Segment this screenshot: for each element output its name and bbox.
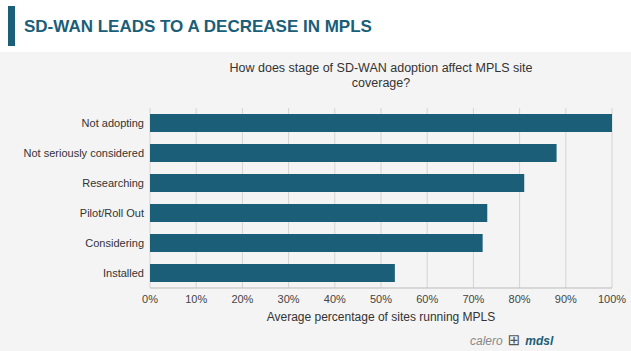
- subtitle-line: How does stage of SD-WAN adoption affect…: [230, 61, 533, 75]
- logo: calero ⊞ mdsl: [470, 331, 554, 348]
- y-tick-label: Not adopting: [82, 117, 144, 129]
- x-tick-label: 80%: [509, 293, 531, 305]
- grid-line: [288, 108, 289, 288]
- x-tick-label: 40%: [324, 293, 346, 305]
- background: [0, 0, 631, 351]
- grid-line: [381, 108, 382, 288]
- y-tick-label: Researching: [82, 177, 144, 189]
- grid-line: [473, 108, 474, 288]
- x-tick-label: 10%: [185, 293, 207, 305]
- y-tick-label: Considering: [85, 237, 144, 249]
- x-axis-line: [150, 288, 612, 289]
- bar: [150, 144, 557, 162]
- bars: [150, 114, 612, 282]
- grid-line: [242, 108, 243, 288]
- bar: [150, 204, 487, 222]
- y-tick-label: Not seriously considered: [24, 147, 144, 159]
- chart: SD-WAN LEADS TO A DECREASE IN MPLS How do…: [0, 0, 631, 351]
- x-tick-label: 30%: [278, 293, 300, 305]
- title: SD-WAN LEADS TO A DECREASE IN MPLS: [24, 17, 372, 36]
- x-tick-label: 50%: [370, 293, 392, 305]
- bar: [150, 234, 483, 252]
- grid-line: [519, 108, 520, 288]
- title-banner: [0, 0, 631, 52]
- x-axis-label: Average percentage of sites running MPLS: [267, 310, 496, 324]
- annotation: ⊞: [508, 331, 521, 348]
- grid-line: [196, 108, 197, 288]
- subtitle: How does stage of SD-WAN adoption affect…: [230, 61, 533, 90]
- bar: [150, 114, 612, 132]
- y-tick-label: Pilot/Roll Out: [80, 207, 144, 219]
- title-accent: [8, 6, 15, 46]
- grid-line: [334, 108, 335, 288]
- x-tick-label: 60%: [416, 293, 438, 305]
- grid-line: [612, 108, 613, 288]
- x-tick-label: 70%: [462, 293, 484, 305]
- grid-line: [565, 108, 566, 288]
- grid-line: [427, 108, 428, 288]
- x-tick-label: 100%: [598, 293, 626, 305]
- subtitle-line: coverage?: [352, 76, 410, 90]
- y-tick-label: Installed: [103, 267, 144, 279]
- x-tick-label: 90%: [555, 293, 577, 305]
- annotation: mdsl: [525, 334, 554, 348]
- grid-line: [150, 108, 151, 288]
- bar: [150, 264, 395, 282]
- x-tick-label: 20%: [231, 293, 253, 305]
- x-tick-label: 0%: [142, 293, 158, 305]
- bar: [150, 174, 524, 192]
- annotation: calero: [470, 334, 503, 348]
- grid: [150, 108, 612, 288]
